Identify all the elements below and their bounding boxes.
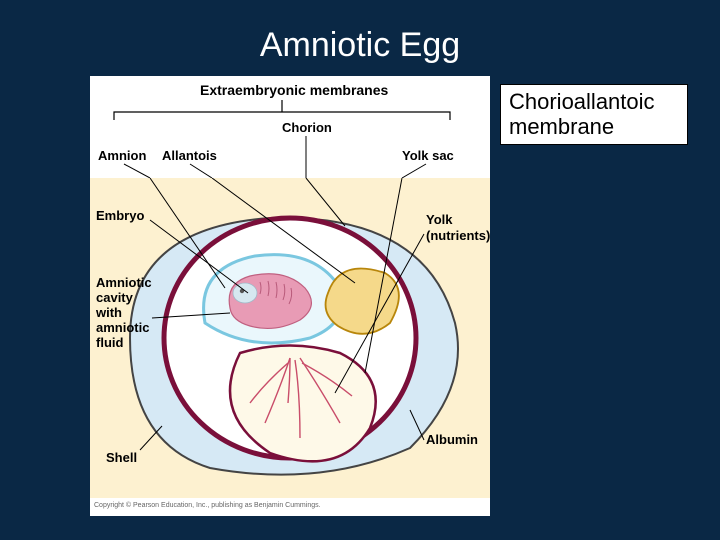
label-embryo: Embryo [96, 208, 144, 223]
label-allantois: Allantois [162, 148, 217, 163]
cavity-l4: amniotic [96, 321, 152, 336]
copyright-text: Copyright © Pearson Education, Inc., pub… [94, 502, 321, 509]
label-extraembryonic: Extraembryonic membranes [200, 82, 388, 98]
label-cavity: Amniotic cavity with amniotic fluid [96, 276, 152, 351]
callout-line2: membrane [509, 114, 679, 139]
callout-line1: Chorioallantoic [509, 89, 679, 114]
cavity-l3: with [96, 306, 152, 321]
label-yolk-sac: Yolk sac [402, 148, 454, 163]
cavity-l1: Amniotic [96, 276, 152, 291]
diagram-container: Extraembryonic membranes Chorion Amnion … [90, 76, 490, 516]
label-yolk2: (nutrients) [426, 228, 490, 243]
cavity-l5: fluid [96, 336, 152, 351]
slide-title: Amniotic Egg [0, 0, 720, 65]
label-yolk1: Yolk [426, 212, 453, 227]
chorioallantoic-callout: Chorioallantoic membrane [500, 84, 688, 145]
label-shell: Shell [106, 450, 137, 465]
label-albumin: Albumin [426, 432, 478, 447]
label-amnion: Amnion [98, 148, 146, 163]
cavity-l2: cavity [96, 291, 152, 306]
label-chorion: Chorion [282, 120, 332, 135]
egg-panel: Embryo Yolk (nutrients) Amniotic cavity … [90, 178, 490, 498]
